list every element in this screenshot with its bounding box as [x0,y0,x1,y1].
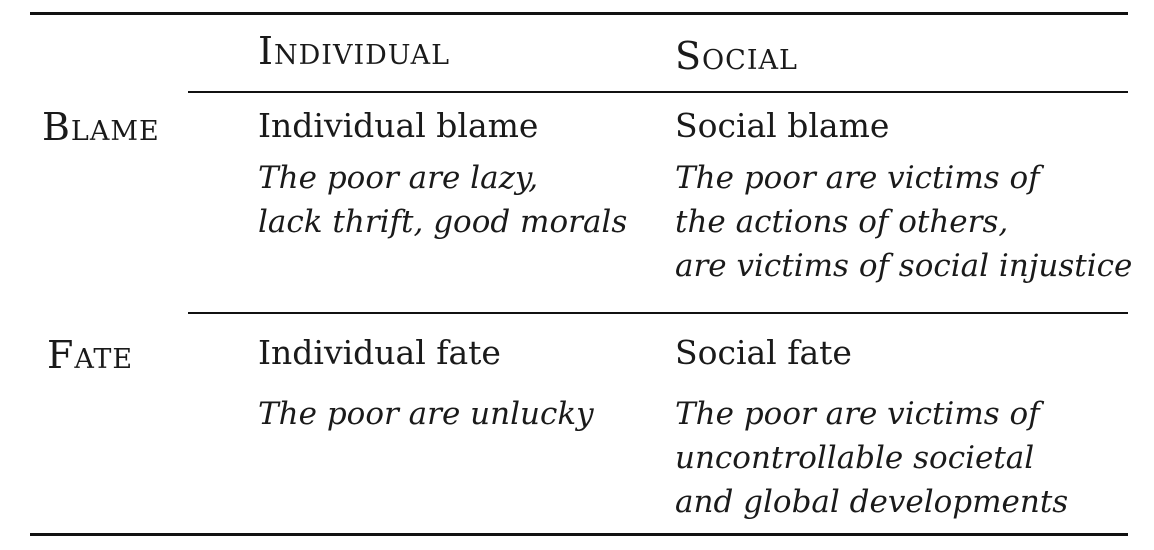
cell-title-individual-blame: Individual blame [258,106,539,145]
description-line: are victims of social injustice [675,248,1133,284]
cell-description-individual-blame: The poor are lazy, lack thrift, good mor… [258,156,627,244]
row-label-blame: Blame [42,105,160,149]
description-line: and global developments [675,484,1069,520]
header-rule [188,91,1128,93]
cell-title-social-fate: Social fate [675,333,852,372]
column-header-social: Social [675,34,798,78]
description-line: the actions of others, [675,204,1009,240]
cell-description-social-fate: The poor are victims of uncontrollable s… [675,392,1068,524]
description-line: The poor are unlucky [258,396,594,432]
description-line: The poor are victims of [675,396,1040,432]
description-line: uncontrollable societal [675,440,1035,476]
top-rule [30,12,1128,15]
bottom-rule [30,533,1128,536]
column-header-individual: Individual [258,29,451,73]
description-line: lack thrift, good morals [258,204,628,240]
row-label-fate: Fate [47,333,134,377]
cell-title-social-blame: Social blame [675,106,890,145]
cell-title-individual-fate: Individual fate [258,333,501,372]
description-line: The poor are victims of [675,160,1040,196]
cell-description-individual-fate: The poor are unlucky [258,392,594,436]
row-divider-rule [188,312,1128,314]
cell-description-social-blame: The poor are victims of the actions of o… [675,156,1132,288]
description-line: The poor are lazy, [258,160,539,196]
